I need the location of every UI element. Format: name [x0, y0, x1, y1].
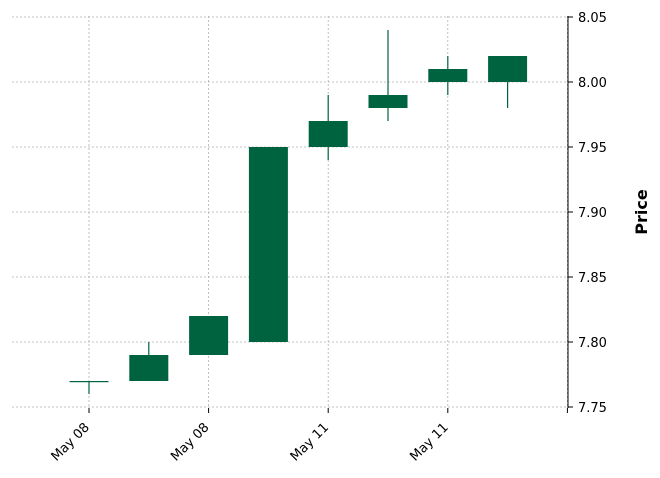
x-tick-label: May 08 [168, 420, 212, 464]
candle [189, 316, 229, 355]
candle-body [368, 95, 408, 108]
candle-body [248, 147, 288, 342]
y-tick-label: 7.90 [578, 206, 607, 221]
candle-body [129, 355, 169, 381]
candles [69, 30, 528, 394]
candle-body [488, 56, 528, 82]
candle [69, 381, 109, 394]
candle [248, 147, 288, 342]
y-tick-label: 8.00 [578, 76, 607, 91]
candle [308, 95, 348, 160]
candle [428, 56, 468, 95]
candle-body [189, 316, 229, 355]
grid [12, 16, 568, 408]
y-tick-label: 7.85 [578, 271, 607, 286]
y-tick-label: 8.05 [578, 11, 607, 26]
y-tick-label: 7.80 [578, 336, 607, 351]
candle-body [308, 121, 348, 147]
x-tick-label: May 11 [288, 420, 332, 464]
y-axis-label: Price [632, 189, 651, 235]
x-tick-label: May 08 [49, 420, 93, 464]
x-tick-label: May 11 [407, 420, 451, 464]
candle-body [428, 69, 468, 82]
candle [129, 342, 169, 381]
candle [368, 30, 408, 121]
candle-body [69, 381, 109, 383]
y-tick-label: 7.95 [578, 141, 607, 156]
y-tick-label: 7.75 [578, 401, 607, 416]
candle [488, 56, 528, 108]
